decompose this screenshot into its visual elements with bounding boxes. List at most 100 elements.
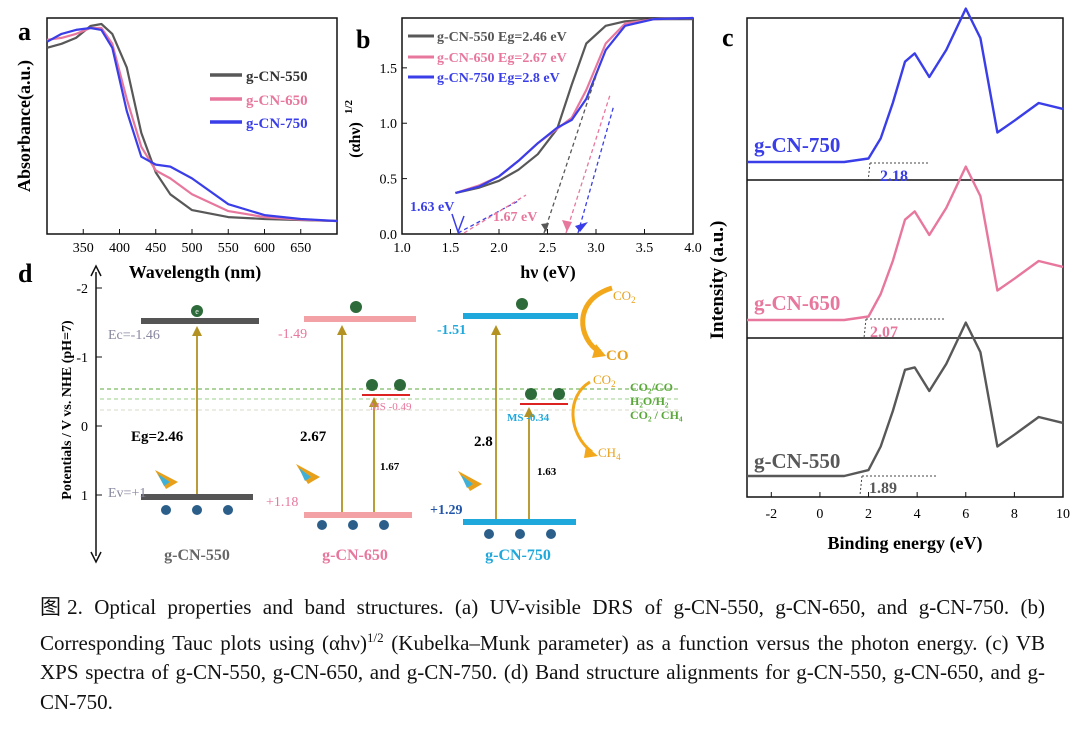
y-axis-arrow-bottom [90,551,102,564]
x-tick-label-a-1: 400 [109,241,130,256]
x-tick-label-a-6: 650 [290,241,311,256]
legend-entry-550: g-CN-550 [246,69,308,85]
y-tick-label-b-2: 1.0 [380,117,398,132]
species-co2-top-main: CO [613,288,631,303]
cb-label-650: -1.49 [278,327,307,342]
spectrum-line-c-1 [747,165,1064,322]
tangent-650-low [463,194,527,234]
legend-b: g-CN-550 Eg=2.46 eV g-CN-650 Eg=2.67 eV … [408,30,567,86]
species-co2-mid: CO2 [593,372,616,389]
electron-icon-650 [350,301,362,313]
annotation-163: 1.63 eV [410,200,454,215]
arrowhead-650 [337,325,347,335]
figure-caption: 图2. Optical properties and band structur… [40,593,1045,717]
holes-750 [484,529,556,539]
plot-frame-c [746,17,1064,498]
conversion-arrowhead-co [592,344,606,358]
spectrum-label-550: g-CN-550 [754,449,840,473]
conversion-arrow-ch4 [571,380,593,454]
vb-bar-650 [304,512,412,518]
x-tick-label-b-3: 2.5 [539,241,557,256]
x-tick-label-b-2: 2.0 [490,241,508,256]
legend-entry-650: g-CN-650 [246,93,308,109]
ev-label-550: Ev=+1 [108,486,146,501]
light-icon-750-inner [461,475,473,488]
eg-label-750: 2.8 [474,434,493,450]
gap-label-650: 1.67 [380,461,400,473]
legend-b-entry-750: g-CN-750 Eg=2.8 eV [437,71,560,86]
spectrum-line-c-0 [747,7,1064,164]
series-line-a-0 [46,22,338,223]
panel-b: b 1.0 1.5 2.0 2.5 3.0 3.5 4.0 0.0 0.5 1.0 1.5 hν (… [343,16,702,283]
hole-icon-750-3 [546,529,556,539]
holes-550 [161,505,233,515]
species-ch4: CH4 [598,445,621,462]
x-tick-label-b-1: 1.5 [442,241,460,256]
conversion-arrowhead-ch4 [584,446,598,458]
x-tick-label-b-4: 3.0 [587,241,605,256]
y-axis-label-b: (αhν) 1/2 [343,99,364,157]
light-icon-650-inner [299,468,311,481]
x-tick-label-a-3: 500 [182,241,203,256]
tangent-650 [565,94,611,234]
name-650: g-CN-650 [322,547,388,564]
x-tick-label-b-5: 3.5 [636,241,654,256]
hole-icon-750-1 [484,529,494,539]
x-axis-label-a: Wavelength (nm) [129,262,262,283]
arrow-550 [541,223,549,232]
x-axis-label-c: Binding energy (eV) [828,533,983,554]
spectrum-label-650: g-CN-650 [754,291,840,315]
ec-label-550: Ec=-1.46 [108,328,160,343]
x-axis-label-b: hν (eV) [520,262,576,283]
x-axis-a: 350 400 450 500 550 600 650 [73,229,311,256]
arrow-650 [562,220,572,232]
panel-d: d Potentials / V vs. NHE (pH=7) -2 -1 0 … [18,259,683,564]
species-ch4-sub: 4 [616,452,621,462]
onset-value-550: 1.89 [869,480,897,497]
series-line-b-0 [455,18,693,195]
y-axis-label-b-sup: 1/2 [343,99,355,114]
panel-letter-c: c [722,23,734,52]
hole-icon-550-3 [223,505,233,515]
x-tick-label-c-0: -2 [765,507,777,522]
arrow-750 [575,222,588,232]
electron-icon-750-ms2 [553,388,565,400]
axes-b: 1.0 1.5 2.0 2.5 3.0 3.5 4.0 0.0 0.5 1.0 1.5 [380,62,702,256]
ms-label-750: MS -0.34 [507,412,550,424]
arrowhead-750 [491,325,501,335]
y-axis-arrow-top [90,264,102,277]
hole-icon-550-1 [161,505,171,515]
spectrum-label-750: g-CN-750 [754,133,840,157]
series-line-a-1 [46,26,338,223]
tangent-750 [577,104,615,234]
legend-entry-750: g-CN-750 [246,116,308,132]
arrowhead-550 [192,326,202,336]
spectrum-line-c-2 [747,321,1064,478]
redox-label-ch4: CO₂ / CH₄ [630,408,683,422]
conversion-arrow-co [580,285,613,355]
x-tick-label-b-6: 4.0 [684,241,702,256]
cb-bar-550 [141,318,259,324]
light-icon-550-inner [158,474,170,486]
y-ticks-d: -2 -1 0 1 [76,282,102,504]
hole-icon-650-3 [379,520,389,530]
x-tick-label-c-3: 4 [914,507,921,522]
y-tick-label-d-2: 0 [81,420,88,435]
onset-drop-550 [859,475,863,496]
redox-label-h2: H₂O/H₂ [630,394,669,408]
annotation-167: 1.67 eV [493,210,537,225]
figure: a 350 400 450 500 550 600 650 Wavelength (nm) … [14,7,1070,564]
hole-icon-650-2 [348,520,358,530]
electron-icon-550 [191,305,203,317]
vb-bar-550 [141,494,253,500]
x-tick-label-a-2: 450 [145,241,166,256]
x-tick-label-c-4: 6 [962,507,969,522]
x-axis-c: -2 0 2 4 6 8 10 [765,492,1070,522]
holes-650 [317,520,389,530]
y-axis-label-d: Potentials / V vs. NHE (pH=7) [60,320,75,500]
hole-icon-650-1 [317,520,327,530]
caption-superscript: 1/2 [367,629,384,645]
vb-label-650: +1.18 [266,495,298,510]
light-icon-750 [458,471,482,491]
caption-text-main: 图2. Optical properties and band structur… [40,595,1045,655]
